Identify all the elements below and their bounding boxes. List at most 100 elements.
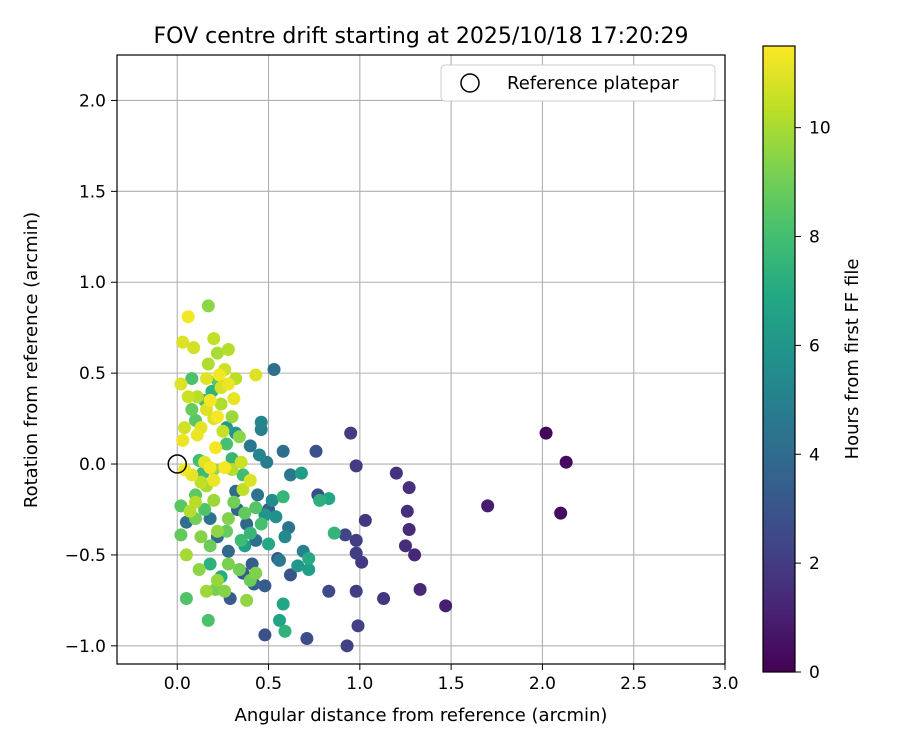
data-point: [402, 522, 416, 536]
data-point: [276, 444, 290, 458]
y-tick-label: 2.0: [79, 91, 106, 111]
data-point: [243, 526, 257, 540]
data-point: [344, 426, 358, 440]
data-point: [194, 530, 208, 544]
data-point: [185, 402, 199, 416]
data-point: [210, 410, 224, 424]
reference-platepar-marker: [167, 454, 188, 474]
data-point: [358, 513, 372, 527]
data-point: [190, 390, 204, 404]
data-point: [210, 346, 224, 360]
data-point: [221, 544, 235, 558]
data-point: [221, 512, 235, 526]
data-point: [232, 430, 246, 444]
data-point: [187, 341, 201, 355]
colorbar-tick-label: 4: [809, 445, 820, 465]
data-point: [234, 455, 248, 469]
data-point: [243, 439, 257, 453]
data-point: [252, 448, 266, 462]
x-tick-label: 1.5: [438, 674, 465, 694]
data-point: [267, 362, 281, 376]
data-point: [201, 299, 215, 313]
data-point: [210, 573, 224, 587]
data-point: [203, 557, 217, 571]
data-point: [258, 628, 272, 642]
data-point: [398, 539, 412, 553]
y-tick-label: 0.5: [79, 364, 106, 384]
data-point: [283, 468, 297, 482]
y-axis-label: Rotation from reference (arcmin): [21, 212, 42, 508]
data-point: [283, 568, 297, 582]
colorbar-tick-label: 6: [809, 336, 820, 356]
data-point: [302, 552, 316, 566]
data-point: [254, 517, 268, 531]
data-point: [179, 592, 193, 606]
data-point: [199, 372, 213, 386]
colorbar-gradient: [762, 45, 796, 673]
data-point: [349, 459, 363, 473]
data-point: [272, 553, 286, 567]
data-point: [198, 502, 212, 516]
data-point: [313, 493, 327, 507]
x-axis-label: Angular distance from reference (arcmin): [235, 705, 608, 726]
grid: [117, 55, 726, 664]
data-point: [481, 499, 495, 513]
data-point: [278, 530, 292, 544]
data-point: [302, 562, 316, 576]
data-point: [210, 524, 224, 538]
data-point: [402, 481, 416, 495]
data-point: [178, 421, 192, 435]
x-tick-label: 2.0: [529, 674, 556, 694]
data-point: [203, 393, 217, 407]
colorbar-tick-label: 0: [809, 663, 820, 683]
data-point: [232, 562, 246, 576]
colorbar-tick-label: 10: [809, 119, 831, 139]
legend-label: Reference platepar: [507, 73, 679, 94]
data-point: [262, 537, 276, 551]
data-point: [199, 584, 213, 598]
data-point: [201, 613, 215, 627]
y-tick-label: 1.0: [79, 273, 106, 293]
data-point: [327, 526, 341, 540]
data-point: [240, 593, 254, 607]
legend: Reference platepar: [440, 64, 716, 102]
data-point: [249, 501, 263, 515]
data-point: [218, 461, 232, 475]
y-tick-label: 1.5: [79, 182, 106, 202]
data-point: [220, 524, 234, 538]
colorbar-tick-label: 2: [809, 554, 820, 574]
plot-frame: [116, 54, 726, 665]
data-point: [234, 533, 248, 547]
colorbar-label: Hours from first FF file: [842, 259, 863, 460]
data-point: [236, 482, 250, 496]
data-point: [194, 475, 208, 489]
y-axis-ticks: −1.0 −0.5 0.0 0.5 1.0 1.5 2.0: [65, 91, 117, 657]
data-point: [207, 332, 221, 346]
x-tick-label: 0.0: [164, 674, 191, 694]
data-point: [322, 584, 336, 598]
data-point: [238, 506, 252, 520]
data-point: [408, 548, 422, 562]
data-point: [349, 546, 363, 560]
data-point: [203, 461, 217, 475]
y-tick-label: −0.5: [65, 546, 106, 566]
data-point: [300, 632, 314, 646]
data-point: [249, 566, 263, 580]
data-point: [272, 613, 286, 627]
data-point: [176, 335, 190, 349]
data-point: [220, 437, 234, 451]
data-point: [389, 466, 403, 480]
x-tick-label: 1.0: [346, 674, 373, 694]
data-point: [225, 410, 239, 424]
y-tick-label: −1.0: [65, 637, 106, 657]
data-point: [214, 397, 228, 411]
data-point: [278, 624, 292, 638]
data-point: [377, 592, 391, 606]
data-point: [413, 582, 427, 596]
data-point: [309, 444, 323, 458]
data-point: [192, 562, 206, 576]
data-point: [174, 528, 188, 542]
data-point: [400, 504, 414, 518]
data-point: [201, 357, 215, 371]
